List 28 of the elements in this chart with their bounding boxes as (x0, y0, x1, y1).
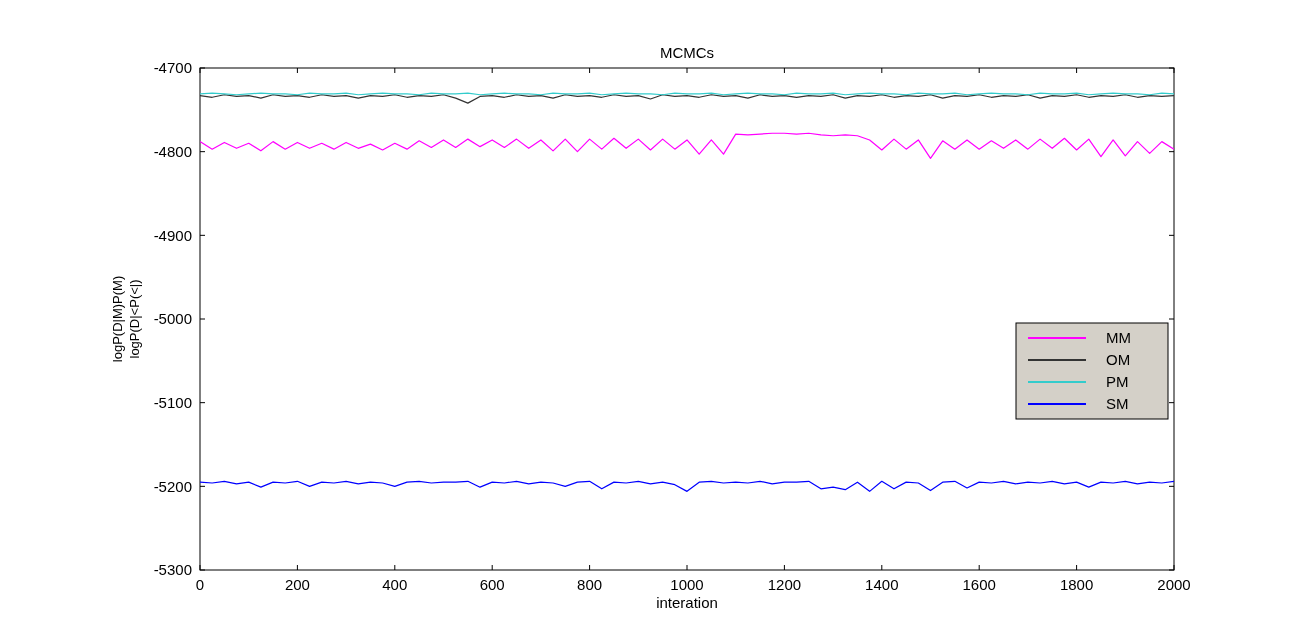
y-tick-label: -5100 (153, 393, 192, 411)
x-tick-label: 1000 (670, 576, 704, 593)
x-axis-title: interation (656, 594, 718, 611)
x-tick-label: 400 (382, 576, 408, 593)
y-tick-label: -4800 (153, 142, 192, 160)
legend-label: MM (1106, 329, 1131, 347)
x-tick-label: 1400 (865, 576, 899, 593)
legend-label: PM (1106, 373, 1129, 391)
y-tick-label: -4900 (153, 226, 192, 244)
x-tick-label: 1200 (767, 576, 802, 593)
x-tick-label: 1800 (1059, 576, 1094, 593)
x-tick-label: 0 (195, 576, 205, 593)
x-tick-label: 800 (577, 576, 603, 593)
x-tick-label: 1600 (962, 576, 996, 593)
chart-title: MCMCs (659, 44, 715, 61)
x-tick-label: 600 (479, 576, 505, 593)
line-series (200, 132, 1174, 159)
legend-label: OM (1106, 351, 1131, 369)
y-axis-title: logP(D|M)P(M) logP(D|<P(<|) (110, 275, 142, 363)
y-tick-label: -5000 (153, 310, 192, 328)
y-tick-label: -5300 (153, 561, 192, 579)
y-tick-label: -4700 (153, 59, 192, 77)
legend-label: SM (1106, 395, 1129, 413)
line-series (200, 94, 1174, 104)
x-tick-label: 2000 (1157, 576, 1191, 593)
x-tick-label: 200 (284, 576, 310, 593)
line-series (200, 480, 1174, 492)
y-tick-label: -5200 (153, 477, 192, 495)
